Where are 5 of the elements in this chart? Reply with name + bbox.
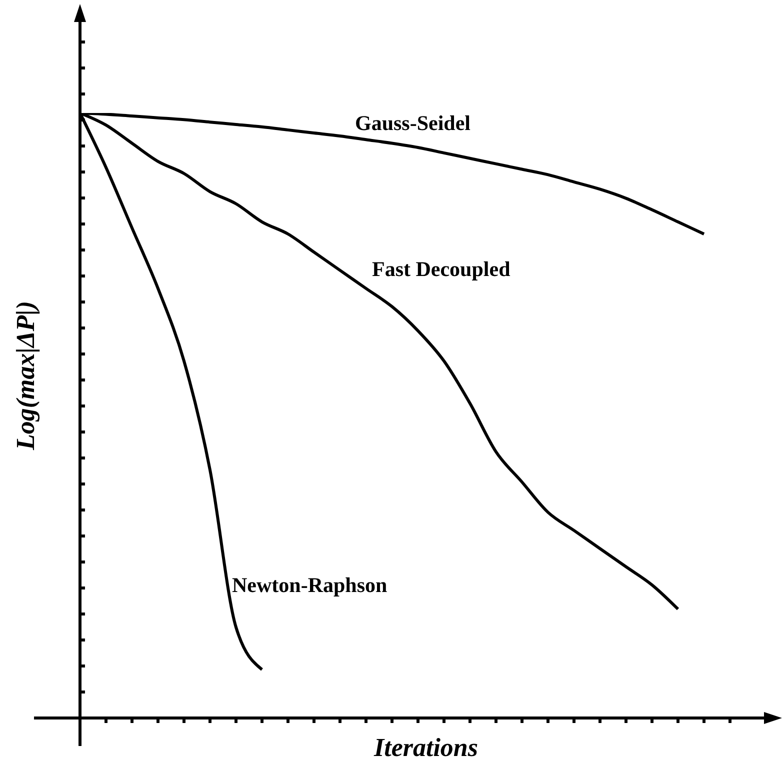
series-label: Newton-Raphson (232, 573, 388, 597)
series-label: Fast Decoupled (372, 257, 511, 281)
y-axis-title: Log(max|ΔP|) (11, 300, 40, 452)
x-axis-title: Iterations (372, 733, 478, 762)
series-label: Gauss-Seidel (355, 111, 471, 135)
